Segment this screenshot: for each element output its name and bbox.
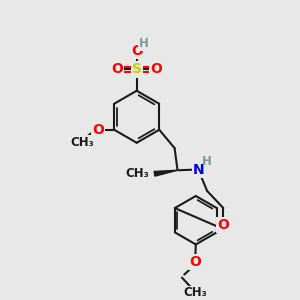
Text: O: O (189, 255, 201, 269)
Text: H: H (139, 37, 149, 50)
Text: O: O (150, 62, 162, 76)
Text: CH₃: CH₃ (71, 136, 94, 149)
Text: O: O (131, 44, 142, 58)
Text: O: O (92, 123, 104, 137)
Text: S: S (132, 62, 142, 76)
Polygon shape (154, 170, 178, 176)
Text: N: N (193, 163, 205, 177)
Text: O: O (218, 218, 229, 232)
Text: CH₃: CH₃ (183, 286, 207, 299)
Text: CH₃: CH₃ (125, 167, 149, 180)
Text: H: H (202, 155, 212, 168)
Text: O: O (111, 62, 123, 76)
